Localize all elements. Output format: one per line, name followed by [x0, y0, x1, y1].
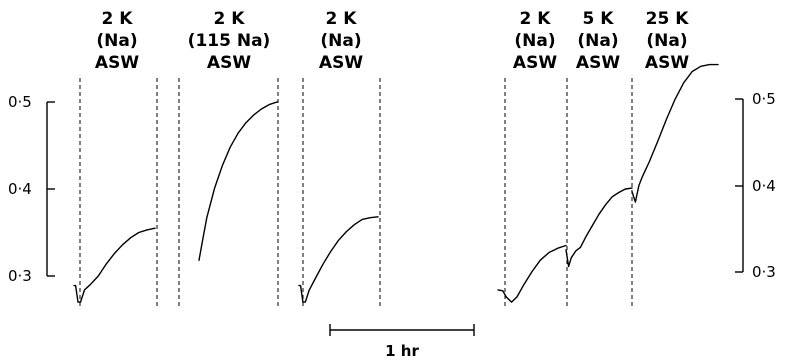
left-tick-label-0-3: 0·3 [8, 267, 32, 285]
segment-6-line-3: ASW [645, 53, 689, 73]
trace-segment-6 [631, 63, 719, 203]
segment-label-1: 2 K (Na) ASW [95, 9, 139, 73]
left-tick-label-0-5: 0·5 [8, 93, 32, 111]
segment-1-line-3: ASW [95, 53, 139, 73]
trace-segment-3 [298, 216, 379, 303]
trace-segment-4 [497, 244, 567, 303]
segment-label-5: 5 K (Na) ASW [576, 9, 620, 73]
segment-5-line-2: (Na) [577, 31, 618, 51]
left-tick-label-0-4: 0·4 [8, 180, 32, 198]
segment-2-line-2: (115 Na) [188, 31, 271, 51]
trace-segment-2 [198, 101, 278, 261]
segment-label-4: 2 K (Na) ASW [513, 9, 557, 73]
segment-4-line-2: (Na) [514, 31, 555, 51]
segment-2-line-3: ASW [207, 53, 251, 73]
segment-label-6: 25 K (Na) ASW [645, 9, 689, 73]
segment-3-line-3: ASW [319, 53, 363, 73]
segment-2-line-1: 2 K [214, 9, 246, 29]
segment-6-line-1: 25 K [646, 9, 690, 29]
right-tick-label-0-3: 0·3 [752, 263, 776, 281]
left-y-axis: 0·5 0·4 0·3 [8, 93, 55, 285]
right-tick-label-0-5: 0·5 [752, 90, 776, 108]
segment-5-line-1: 5 K [583, 9, 615, 29]
scale-bar-label: 1 hr [385, 342, 419, 360]
segment-3-line-1: 2 K [326, 9, 358, 29]
right-y-axis: 0·5 0·4 0·3 [735, 90, 776, 281]
segment-4-line-3: ASW [513, 53, 557, 73]
trace-segment-5 [565, 187, 633, 268]
time-scale-bar: 1 hr [329, 324, 475, 360]
segment-1-line-1: 2 K [102, 9, 134, 29]
segment-6-line-2: (Na) [646, 31, 687, 51]
segment-3-line-2: (Na) [320, 31, 361, 51]
right-tick-label-0-4: 0·4 [752, 177, 776, 195]
segment-4-line-1: 2 K [520, 9, 552, 29]
segment-label-2: 2 K (115 Na) ASW [188, 9, 271, 73]
segment-1-line-2: (Na) [96, 31, 137, 51]
segment-5-line-3: ASW [576, 53, 620, 73]
trace-group [73, 63, 719, 303]
solution-change-markers [79, 78, 633, 308]
segment-label-3: 2 K (Na) ASW [319, 9, 363, 73]
trace-segment-1 [73, 227, 156, 303]
